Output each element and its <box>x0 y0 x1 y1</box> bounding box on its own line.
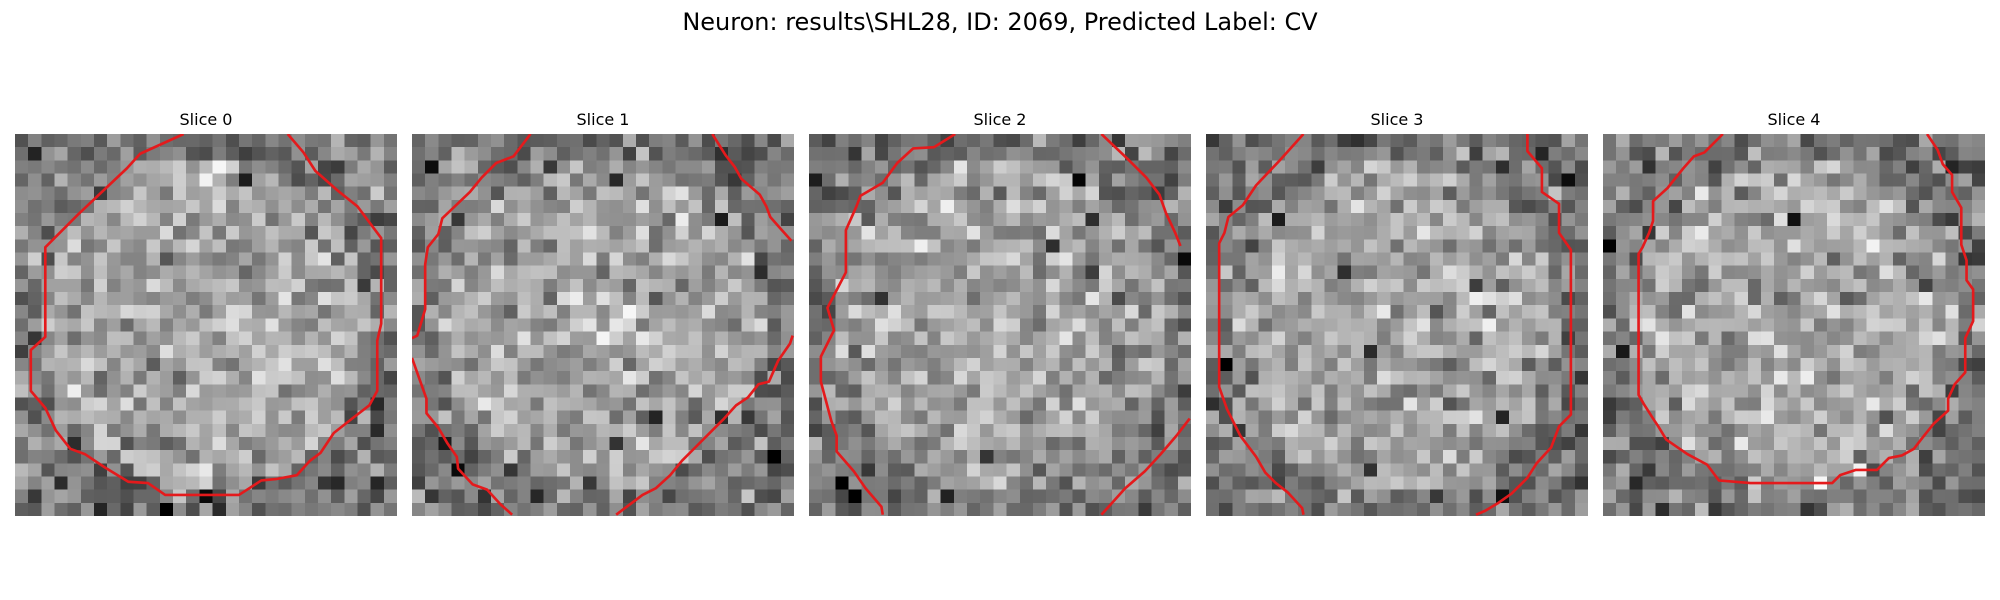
slice-pixels-1 <box>412 134 794 516</box>
slice-pixels-4 <box>1603 134 1985 516</box>
contour-line-1-3 <box>615 335 794 516</box>
slice-image-1 <box>412 134 794 516</box>
slice-image-3 <box>1206 134 1588 516</box>
contour-line-4-0 <box>1637 134 1975 485</box>
contour-line-2-1 <box>1100 134 1182 247</box>
contour-line-3-1 <box>1475 134 1573 516</box>
contour-line-3-0 <box>1217 134 1305 515</box>
contour-line-1-0 <box>412 134 532 340</box>
slice-image-4 <box>1603 134 1985 516</box>
slice-title-3: Slice 3 <box>1370 110 1424 129</box>
figure-title: Neuron: results\SHL28, ID: 2069, Predict… <box>682 8 1318 36</box>
slice-title-1: Slice 1 <box>576 110 630 129</box>
slice-pixels-3 <box>1206 134 1588 516</box>
contour-line-1-1 <box>711 134 793 242</box>
slice-pixels-0 <box>15 134 397 516</box>
slice-title-0: Slice 0 <box>179 110 233 129</box>
contour-line-1-2 <box>412 357 513 516</box>
slice-pixels-2 <box>809 134 1191 516</box>
contour-line-2-2 <box>1100 417 1191 516</box>
slice-image-0 <box>15 134 397 516</box>
contour-line-0-0 <box>29 134 383 497</box>
slice-title-2: Slice 2 <box>973 110 1027 129</box>
contour-line-2-0 <box>819 134 956 515</box>
slice-image-2 <box>809 134 1191 516</box>
slice-title-4: Slice 4 <box>1767 110 1821 129</box>
